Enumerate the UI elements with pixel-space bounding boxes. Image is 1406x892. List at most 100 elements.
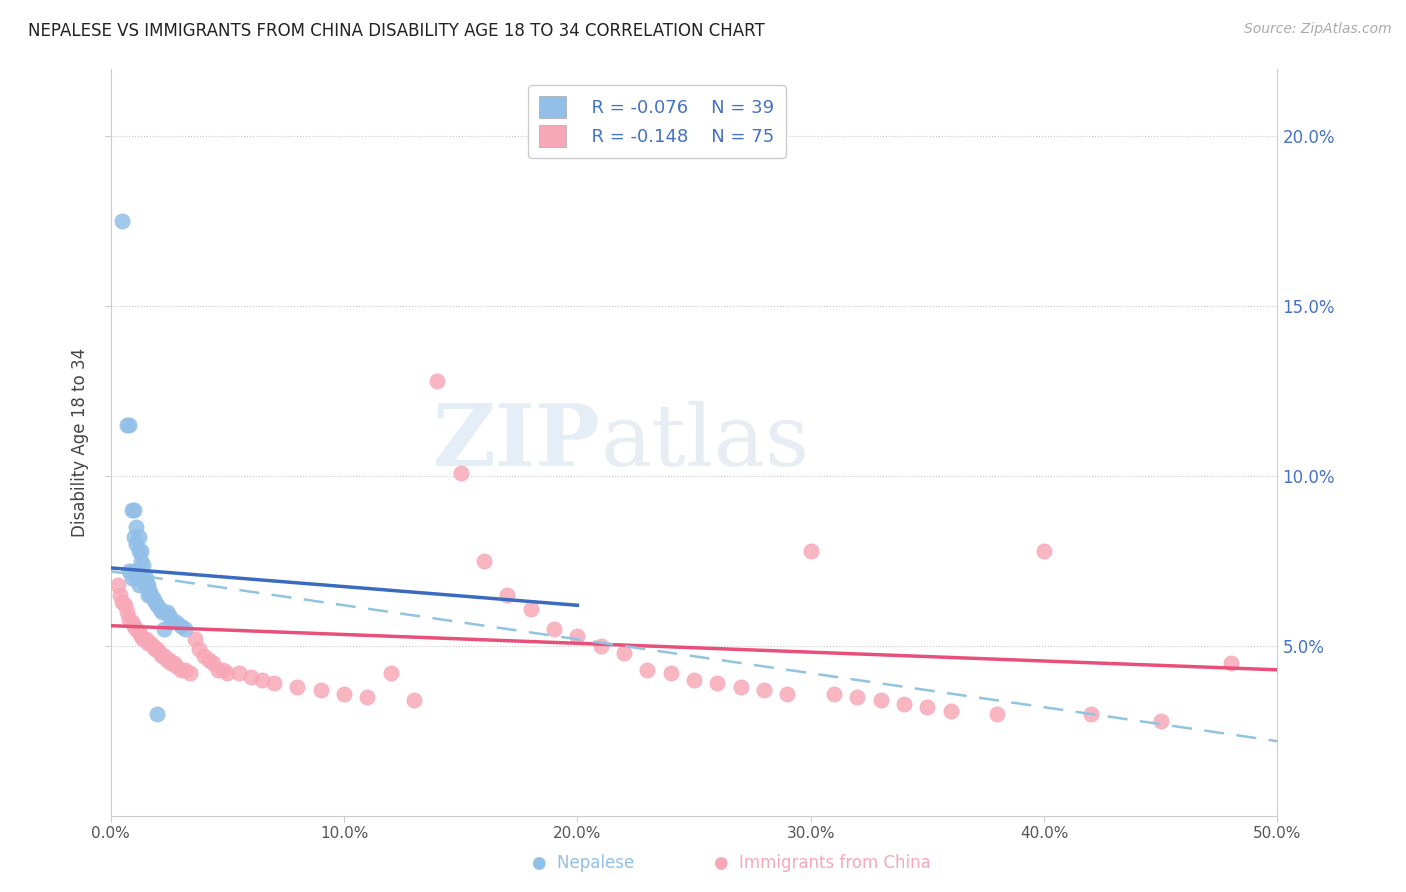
Point [118,564,141,578]
Point [659,666,682,681]
Point [287,680,309,694]
Point [160,656,183,670]
Point [636,663,658,677]
Point [129,544,152,558]
Point [135,571,157,585]
Point [1150,714,1173,728]
Point [128,530,150,544]
Point [132,632,155,647]
Point [128,578,150,592]
Point [986,706,1008,721]
Text: NEPALESE VS IMMIGRANTS FROM CHINA DISABILITY AGE 18 TO 34 CORRELATION CHART: NEPALESE VS IMMIGRANTS FROM CHINA DISABI… [28,22,765,40]
Point [519,601,541,615]
Point [496,588,519,602]
Point [139,588,162,602]
Text: ZIP: ZIP [433,401,600,484]
Point [125,537,148,551]
Point [146,599,169,613]
Point [149,646,172,660]
Point [170,618,193,632]
Point [846,690,869,704]
Point [157,608,180,623]
Point [706,676,728,690]
Text: Source: ZipAtlas.com: Source: ZipAtlas.com [1244,22,1392,37]
Point [121,503,143,517]
Point [125,622,148,636]
Point [135,578,157,592]
Point [207,663,229,677]
Point [125,520,148,534]
Point [252,673,274,687]
Point [683,673,706,687]
Point [157,652,180,666]
Point [869,693,891,707]
Point [1219,656,1241,670]
Point [128,625,150,640]
Point [356,690,378,704]
Point [893,697,915,711]
Point [136,635,159,649]
Text: atlas: atlas [600,401,810,483]
Point [174,622,197,636]
Point [139,584,162,599]
Point [263,676,285,690]
Point [135,632,157,647]
Point [142,639,165,653]
Point [160,612,183,626]
Point [122,503,145,517]
Point [122,618,145,632]
Point [132,558,155,572]
Point [115,605,138,619]
Point [142,591,165,606]
Point [129,629,152,643]
Point [150,605,173,619]
Point [333,687,356,701]
Point [122,564,145,578]
Point [165,659,187,673]
Point [188,642,211,657]
Point [1080,706,1102,721]
Point [589,639,612,653]
Point [125,571,148,585]
Point [450,466,472,480]
Point [121,615,143,630]
Point [228,666,250,681]
Point [146,706,169,721]
Point [128,544,150,558]
Point [426,374,449,388]
Point [165,615,187,630]
Point [179,666,201,681]
Point [132,571,155,585]
Point [143,642,166,657]
Point [118,418,141,433]
Point [776,687,799,701]
Point [111,595,134,609]
Point [136,588,159,602]
Point [114,599,136,613]
Point [156,605,179,619]
Point [730,680,752,694]
Point [613,646,636,660]
Point [135,578,157,592]
Point [197,652,219,666]
Legend:   R = -0.076    N = 39,   R = -0.148    N = 75: R = -0.076 N = 39, R = -0.148 N = 75 [529,85,786,158]
Point [121,571,143,585]
Point [129,554,152,568]
Point [111,214,134,228]
Point [567,629,589,643]
Y-axis label: Disability Age 18 to 34: Disability Age 18 to 34 [72,348,89,537]
Point [115,418,138,433]
Point [202,656,225,670]
Point [170,663,193,677]
Text: ●  Nepalese: ● Nepalese [533,855,634,872]
Point [404,693,426,707]
Point [174,663,197,677]
Point [118,612,141,626]
Point [136,578,159,592]
Point [752,683,775,698]
Point [139,635,162,649]
Point [122,530,145,544]
Point [380,666,402,681]
Point [472,554,495,568]
Point [917,700,939,714]
